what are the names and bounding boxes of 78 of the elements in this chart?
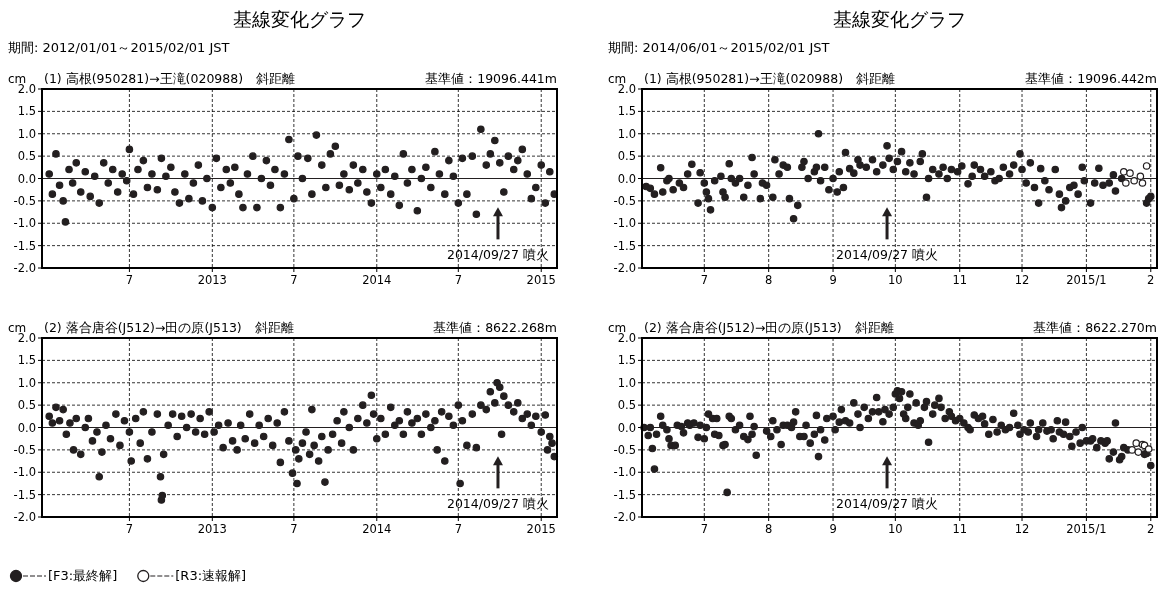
y-tick-label: 0.0 [17, 420, 36, 435]
text: 基準値：19096.441m [425, 71, 557, 86]
text: (2) 落合唐谷(J512)→田の原(J513) 斜距離 [44, 320, 294, 335]
legend-label: [R3:速報解] [175, 568, 247, 583]
y-tick-label: 0.0 [617, 171, 636, 186]
y-tick-label: 1.0 [617, 126, 636, 141]
text: 基準値：8622.268m [433, 320, 557, 335]
y-tick-label: -0.5 [13, 193, 36, 208]
text: (2) 落合唐谷(J512)→田の原(J513) 斜距離 [644, 320, 894, 335]
x-tick-label: 7 [125, 273, 134, 287]
y-tick-label: -1.0 [13, 465, 36, 480]
x-tick-label: 7 [290, 522, 298, 536]
x-tick-label: 7 [290, 273, 298, 287]
y-tick-label: -0.5 [13, 442, 36, 457]
y-tick-label: 1.0 [17, 126, 36, 141]
text: 基準値：8622.270m [1033, 320, 1157, 335]
y-tick-label: -2.0 [13, 510, 36, 524]
x-tick-label: 2 [1147, 273, 1155, 287]
chart-subtitle: 期間: 2014/06/01～2015/02/01 JST [608, 40, 830, 55]
x-tick-label: 12 [1014, 522, 1030, 536]
y-tick-label: -1.0 [13, 216, 36, 231]
y-tick-label: -1.0 [613, 216, 636, 231]
x-tick-label: 9 [829, 522, 837, 536]
y-tick-label: -2.0 [613, 510, 636, 524]
ref-line-label: 2014/09/27 噴火 [446, 496, 549, 512]
y-tick-label: -2.0 [13, 261, 36, 275]
y-tick-label: 1.5 [617, 104, 636, 119]
x-tick-label: 7 [700, 273, 708, 287]
ref-line-label: 2014/09/27 噴火 [836, 496, 939, 512]
x-tick-label: 2014 [362, 522, 392, 536]
x-tick-label: 8 [765, 522, 773, 536]
text: (1) 高根(950281)→王滝(020988) 斜距離 [44, 71, 296, 86]
x-tick-label: 11 [952, 273, 968, 287]
y-tick-label: -1.5 [613, 238, 636, 253]
y-tick-label: 0.0 [17, 171, 36, 186]
y-tick-label: 0.5 [17, 149, 36, 164]
y-tick-label: 1.0 [617, 375, 636, 390]
y-tick-label: 0.5 [617, 398, 636, 413]
y-tick-label: 0.5 [617, 149, 636, 164]
y-tick-label: 1.5 [17, 353, 36, 368]
y-tick-label: -1.0 [613, 465, 636, 480]
x-tick-label: 9 [829, 273, 837, 287]
x-tick-label: 10 [888, 522, 903, 536]
y-tick-label: -1.5 [13, 238, 36, 253]
x-tick-label: 10 [888, 273, 903, 287]
chart-subtitle: 期間: 2012/01/01～2015/02/01 JST [8, 40, 230, 55]
x-tick-label: 2013 [197, 273, 227, 287]
chart-title: 基線変化グラフ [833, 8, 966, 30]
y-tick-label: 1.0 [17, 375, 36, 390]
x-tick-label: 2015/1 [1066, 522, 1107, 536]
y-tick-label: -2.0 [613, 261, 636, 275]
x-tick-label: 2 [1147, 522, 1155, 536]
text: 基準値：19096.442m [1025, 71, 1157, 86]
y-tick-label: 1.5 [17, 104, 36, 119]
x-tick-label: 7 [700, 522, 708, 536]
x-tick-label: 7 [454, 522, 462, 536]
legend-label: [F3:最終解] [48, 568, 118, 583]
y-tick-label: -0.5 [613, 442, 636, 457]
ref-line-label: 2014/09/27 噴火 [836, 247, 939, 263]
x-tick-label: 11 [952, 522, 968, 536]
text: (1) 高根(950281)→王滝(020988) 斜距離 [644, 71, 896, 86]
x-tick-label: 2015/1 [1066, 273, 1107, 287]
y-tick-label: -1.5 [613, 487, 636, 502]
x-tick-label: 2013 [197, 522, 227, 536]
x-tick-label: 7 [454, 273, 462, 287]
x-tick-label: 12 [1014, 273, 1030, 287]
x-tick-label: 2014 [362, 273, 392, 287]
chart-title: 基線変化グラフ [233, 8, 366, 30]
y-tick-label: 0.0 [617, 420, 636, 435]
y-tick-label: 0.5 [17, 398, 36, 413]
x-tick-label: 2015 [526, 522, 556, 536]
x-tick-label: 8 [765, 273, 773, 287]
x-tick-label: 7 [125, 522, 134, 536]
y-tick-label: -0.5 [613, 193, 636, 208]
y-tick-label: 1.5 [617, 353, 636, 368]
ref-line-label: 2014/09/27 噴火 [446, 247, 549, 263]
x-tick-label: 2015 [526, 273, 556, 287]
y-tick-label: -1.5 [13, 487, 36, 502]
